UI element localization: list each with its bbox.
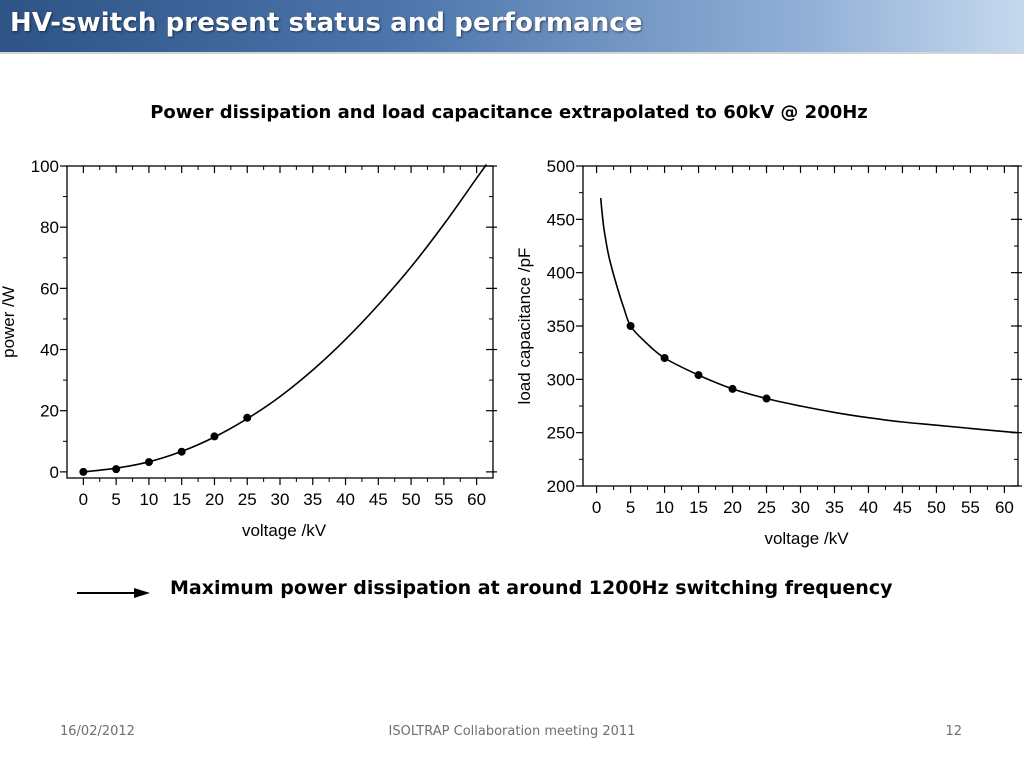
x-tick-label: 50 (402, 490, 421, 509)
y-axis-label: load capacitance /pF (515, 248, 534, 405)
x-tick-label: 5 (111, 490, 120, 509)
fit-curve (83, 164, 488, 473)
right-arrow-icon (77, 588, 150, 598)
footer-page-number: 12 (945, 724, 962, 739)
x-tick-label: 50 (927, 498, 946, 517)
y-tick-label: 300 (547, 370, 575, 389)
x-tick-label: 45 (893, 498, 912, 517)
fit-curve (599, 197, 1019, 434)
x-tick-label: 35 (825, 498, 844, 517)
x-tick-label: 25 (238, 490, 257, 509)
y-axis-label: power /W (0, 286, 18, 358)
x-tick-label: 35 (303, 490, 322, 509)
x-tick-label: 55 (434, 490, 453, 509)
data-point (79, 467, 88, 476)
x-tick-label: 15 (172, 490, 191, 509)
slide-title: HV-switch present status and performance (10, 8, 643, 38)
x-axis-label: voltage /kV (242, 521, 327, 540)
y-tick-label: 200 (547, 477, 575, 496)
y-tick-label: 500 (547, 157, 575, 176)
y-tick-label: 40 (40, 341, 59, 360)
x-tick-label: 55 (961, 498, 980, 517)
x-tick-label: 25 (757, 498, 776, 517)
y-tick-label: 350 (547, 317, 575, 336)
plot-frame (582, 165, 1019, 487)
x-tick-label: 15 (689, 498, 708, 517)
x-tick-label: 60 (467, 490, 486, 509)
x-tick-label: 30 (791, 498, 810, 517)
x-tick-label: 60 (995, 498, 1014, 517)
x-axis-label: voltage /kV (764, 529, 849, 548)
footer-event: ISOLTRAP Collaboration meeting 2011 (388, 724, 636, 739)
y-tick-label: 60 (40, 279, 59, 298)
x-tick-label: 20 (205, 490, 224, 509)
x-tick-label: 10 (655, 498, 674, 517)
y-tick-label: 250 (547, 424, 575, 443)
y-tick-label: 400 (547, 264, 575, 283)
x-tick-label: 0 (592, 498, 601, 517)
x-tick-label: 40 (859, 498, 878, 517)
conclusion-text: Maximum power dissipation at around 1200… (170, 577, 893, 599)
y-tick-label: 100 (31, 157, 59, 176)
slide-subtitle: Power dissipation and load capacitance e… (150, 102, 868, 123)
y-tick-label: 20 (40, 402, 59, 421)
x-tick-label: 45 (369, 490, 388, 509)
x-tick-label: 10 (139, 490, 158, 509)
x-tick-label: 5 (626, 498, 635, 517)
y-tick-label: 0 (50, 463, 59, 482)
y-tick-label: 80 (40, 218, 59, 237)
y-tick-label: 450 (547, 210, 575, 229)
x-tick-label: 40 (336, 490, 355, 509)
x-tick-label: 30 (271, 490, 290, 509)
title-bar: HV-switch present status and performance (0, 0, 1024, 54)
x-tick-label: 0 (79, 490, 88, 509)
x-tick-label: 20 (723, 498, 742, 517)
footer-date: 16/02/2012 (60, 724, 135, 739)
